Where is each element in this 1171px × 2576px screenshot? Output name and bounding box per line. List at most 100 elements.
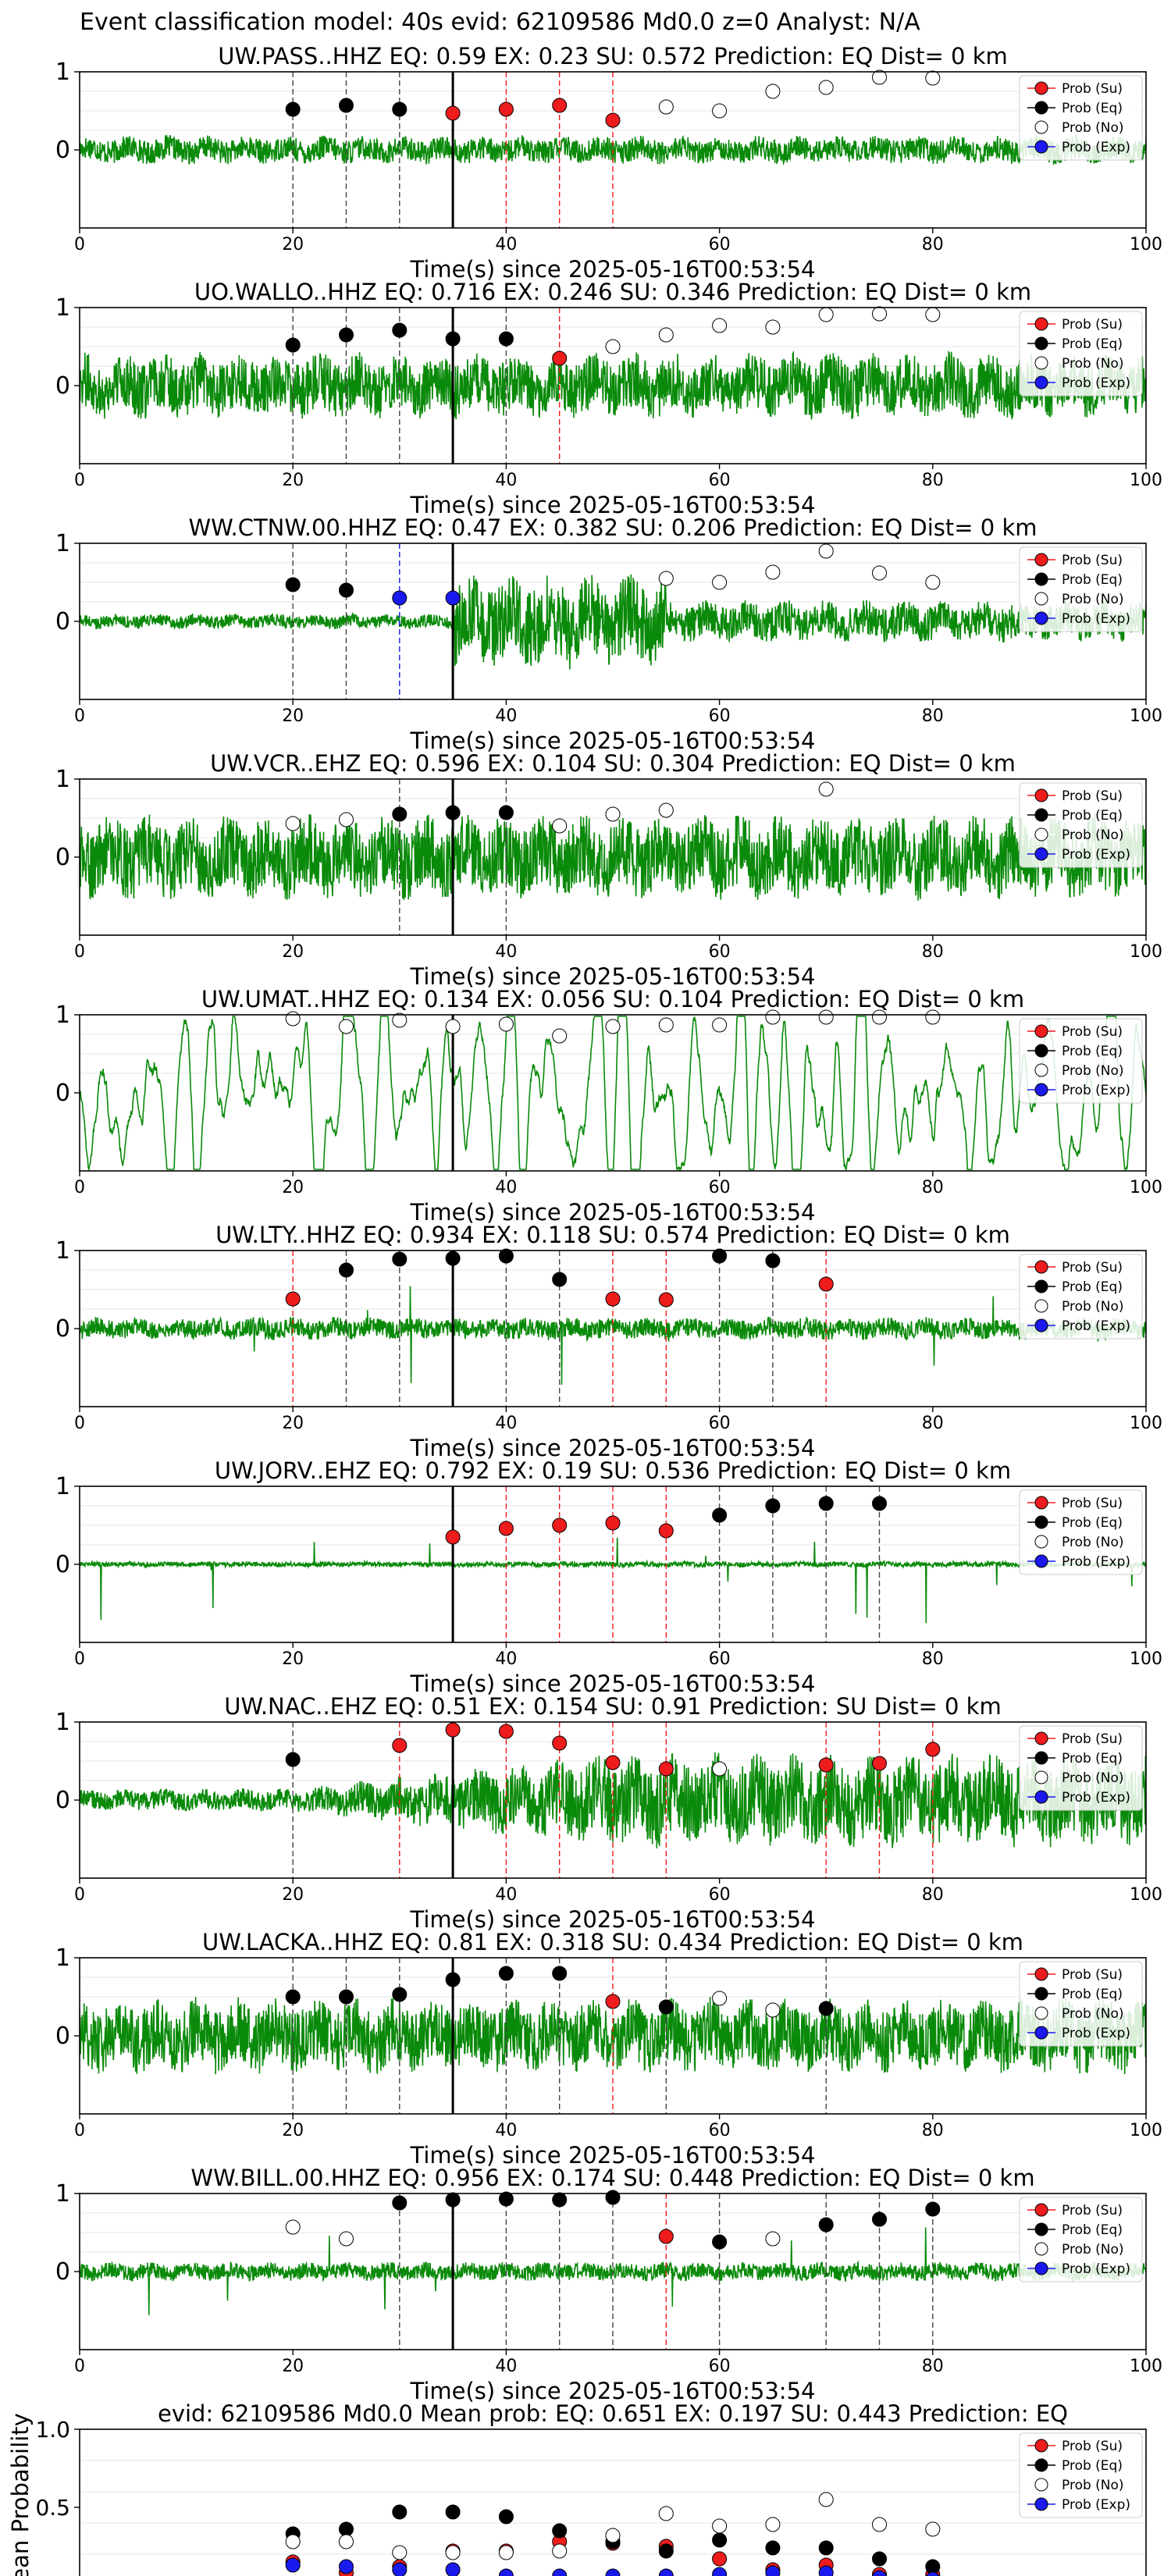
waveform-trace <box>80 574 1146 670</box>
prob-point-eq <box>925 2201 941 2217</box>
prob-point-no <box>818 80 834 95</box>
prob-point-su <box>658 1523 674 1539</box>
y-tick-label: 0 <box>55 2258 70 2286</box>
legend-label-eq: Prob (Eq) <box>1062 2222 1123 2238</box>
legend-label-exp: Prob (Exp) <box>1062 2497 1130 2513</box>
y-tick-label: 0 <box>55 1315 70 1343</box>
x-tick-label: 40 <box>495 942 517 962</box>
y-tick-label: 0 <box>55 2023 70 2050</box>
x-tick-label: 80 <box>922 1414 944 1433</box>
legend-label-eq: Prob (Eq) <box>1062 1515 1123 1531</box>
legend-marker-su <box>1034 1496 1048 1510</box>
x-tick-label: 20 <box>282 706 304 726</box>
prob-point-no <box>925 1009 941 1025</box>
prob-point-eq <box>285 337 301 353</box>
prob-point-no <box>605 806 621 822</box>
legend-marker-no <box>1034 120 1048 134</box>
legend: Prob (Su) Prob (Eq) Prob (No) Prob (Exp) <box>1019 782 1143 868</box>
legend: Prob (Su) Prob (Eq) Prob (No) Prob (Exp) <box>1019 2197 1143 2282</box>
panel-title: WW.BILL.00.HHZ EQ: 0.956 EX: 0.174 SU: 0… <box>190 2165 1034 2191</box>
mean-point-no <box>765 2517 781 2532</box>
legend: Prob (Su) Prob (Eq) Prob (No) Prob (Exp) <box>1019 1018 1143 1104</box>
prob-point-su <box>392 1738 408 1753</box>
x-tick-label: 100 <box>1130 2357 1162 2376</box>
legend-box <box>1019 311 1143 397</box>
prob-point-su <box>605 1755 621 1770</box>
prob-point-su <box>445 105 461 121</box>
prob-point-no <box>605 1019 621 1034</box>
prob-point-no <box>552 1028 568 1044</box>
y-tick-label: 0 <box>55 1551 70 1578</box>
x-tick-label: 0 <box>74 942 85 962</box>
legend-marker-no <box>1034 2006 1048 2020</box>
y-tick-label: 0 <box>55 372 70 400</box>
mean-point-eq <box>392 2504 408 2520</box>
prob-point-su <box>605 1291 621 1307</box>
x-tick-label: 60 <box>709 1178 731 1197</box>
panel-title: UO.WALLO..HHZ EQ: 0.716 EX: 0.246 SU: 0.… <box>194 279 1031 305</box>
prob-point-eq <box>285 577 301 592</box>
x-tick-label: 0 <box>74 706 85 726</box>
prob-point-su <box>605 1515 621 1531</box>
x-tick-label: 80 <box>922 942 944 962</box>
y-axis-label: Mean Probability <box>7 2413 34 2576</box>
y-tick-label: 0 <box>55 1787 70 1814</box>
x-tick-label: 60 <box>709 1649 731 1669</box>
legend-marker-exp <box>1034 1083 1048 1097</box>
x-tick-label: 80 <box>922 2121 944 2140</box>
prob-point-eq <box>498 805 514 820</box>
prob-point-no <box>925 307 941 322</box>
x-tick-label: 80 <box>922 235 944 254</box>
legend-label-su: Prob (Su) <box>1062 81 1123 97</box>
legend-label-exp: Prob (Exp) <box>1062 2261 1130 2277</box>
legend-marker-no <box>1034 1535 1048 1549</box>
legend-label-exp: Prob (Exp) <box>1062 1083 1130 1098</box>
legend-marker-exp <box>1034 2261 1048 2275</box>
x-tick-label: 80 <box>922 1885 944 1905</box>
prob-point-no <box>658 571 674 586</box>
legend-marker-su <box>1034 317 1048 331</box>
legend: Prob (Su) Prob (Eq) Prob (No) Prob (Exp) <box>1019 311 1143 397</box>
x-tick-label: 0 <box>74 1414 85 1433</box>
prob-point-eq <box>498 331 514 347</box>
x-tick-label: 20 <box>282 471 304 490</box>
mean-point-eq <box>498 2509 514 2524</box>
legend-label-eq: Prob (Eq) <box>1062 336 1123 352</box>
x-tick-label: 100 <box>1130 706 1162 726</box>
prob-point-no <box>765 1009 781 1025</box>
prob-point-no <box>445 1019 461 1034</box>
mean-point-eq <box>925 2559 941 2574</box>
legend-label-eq: Prob (Eq) <box>1062 101 1123 116</box>
legend-marker-exp <box>1034 1790 1048 1804</box>
prob-point-su <box>925 1742 941 1757</box>
legend-label-exp: Prob (Exp) <box>1062 140 1130 155</box>
mean-point-exp <box>872 2570 887 2576</box>
x-tick-label: 20 <box>282 1178 304 1197</box>
station-panel-2: UO.WALLO..HHZ EQ: 0.716 EX: 0.246 SU: 0.… <box>55 279 1162 518</box>
station-panel-3: WW.CTNW.00.HHZ EQ: 0.47 EX: 0.382 SU: 0.… <box>55 514 1162 754</box>
prob-point-eq <box>765 1498 781 1514</box>
y-tick-label: 0 <box>55 1080 70 1107</box>
prob-point-su <box>552 98 568 113</box>
legend-marker-eq <box>1034 336 1048 350</box>
mean-point-exp <box>926 2571 940 2576</box>
prob-point-no <box>872 1009 887 1025</box>
prob-point-su <box>658 2229 674 2244</box>
mean-point-no <box>339 2534 354 2549</box>
legend-label-no: Prob (No) <box>1062 592 1124 607</box>
station-panel-6: UW.LTY..HHZ EQ: 0.934 EX: 0.118 SU: 0.57… <box>55 1222 1162 1461</box>
y-tick-label: 1 <box>55 1709 70 1736</box>
prob-point-no <box>712 1761 728 1777</box>
prob-point-eq <box>285 1752 301 1767</box>
prob-point-no <box>872 69 887 85</box>
y-tick-label: 0.5 <box>35 2495 70 2521</box>
prob-point-eq <box>339 1262 354 1278</box>
prob-point-no <box>712 575 728 590</box>
station-panel-4: UW.VCR..EHZ EQ: 0.596 EX: 0.104 SU: 0.30… <box>55 750 1162 990</box>
prob-point-su <box>498 101 514 117</box>
prob-point-no <box>285 816 301 831</box>
prob-point-eq <box>712 2234 728 2250</box>
waveform-trace <box>80 350 1146 420</box>
y-tick-label: 1.0 <box>35 2417 70 2443</box>
mean-point-exp <box>765 2565 781 2576</box>
